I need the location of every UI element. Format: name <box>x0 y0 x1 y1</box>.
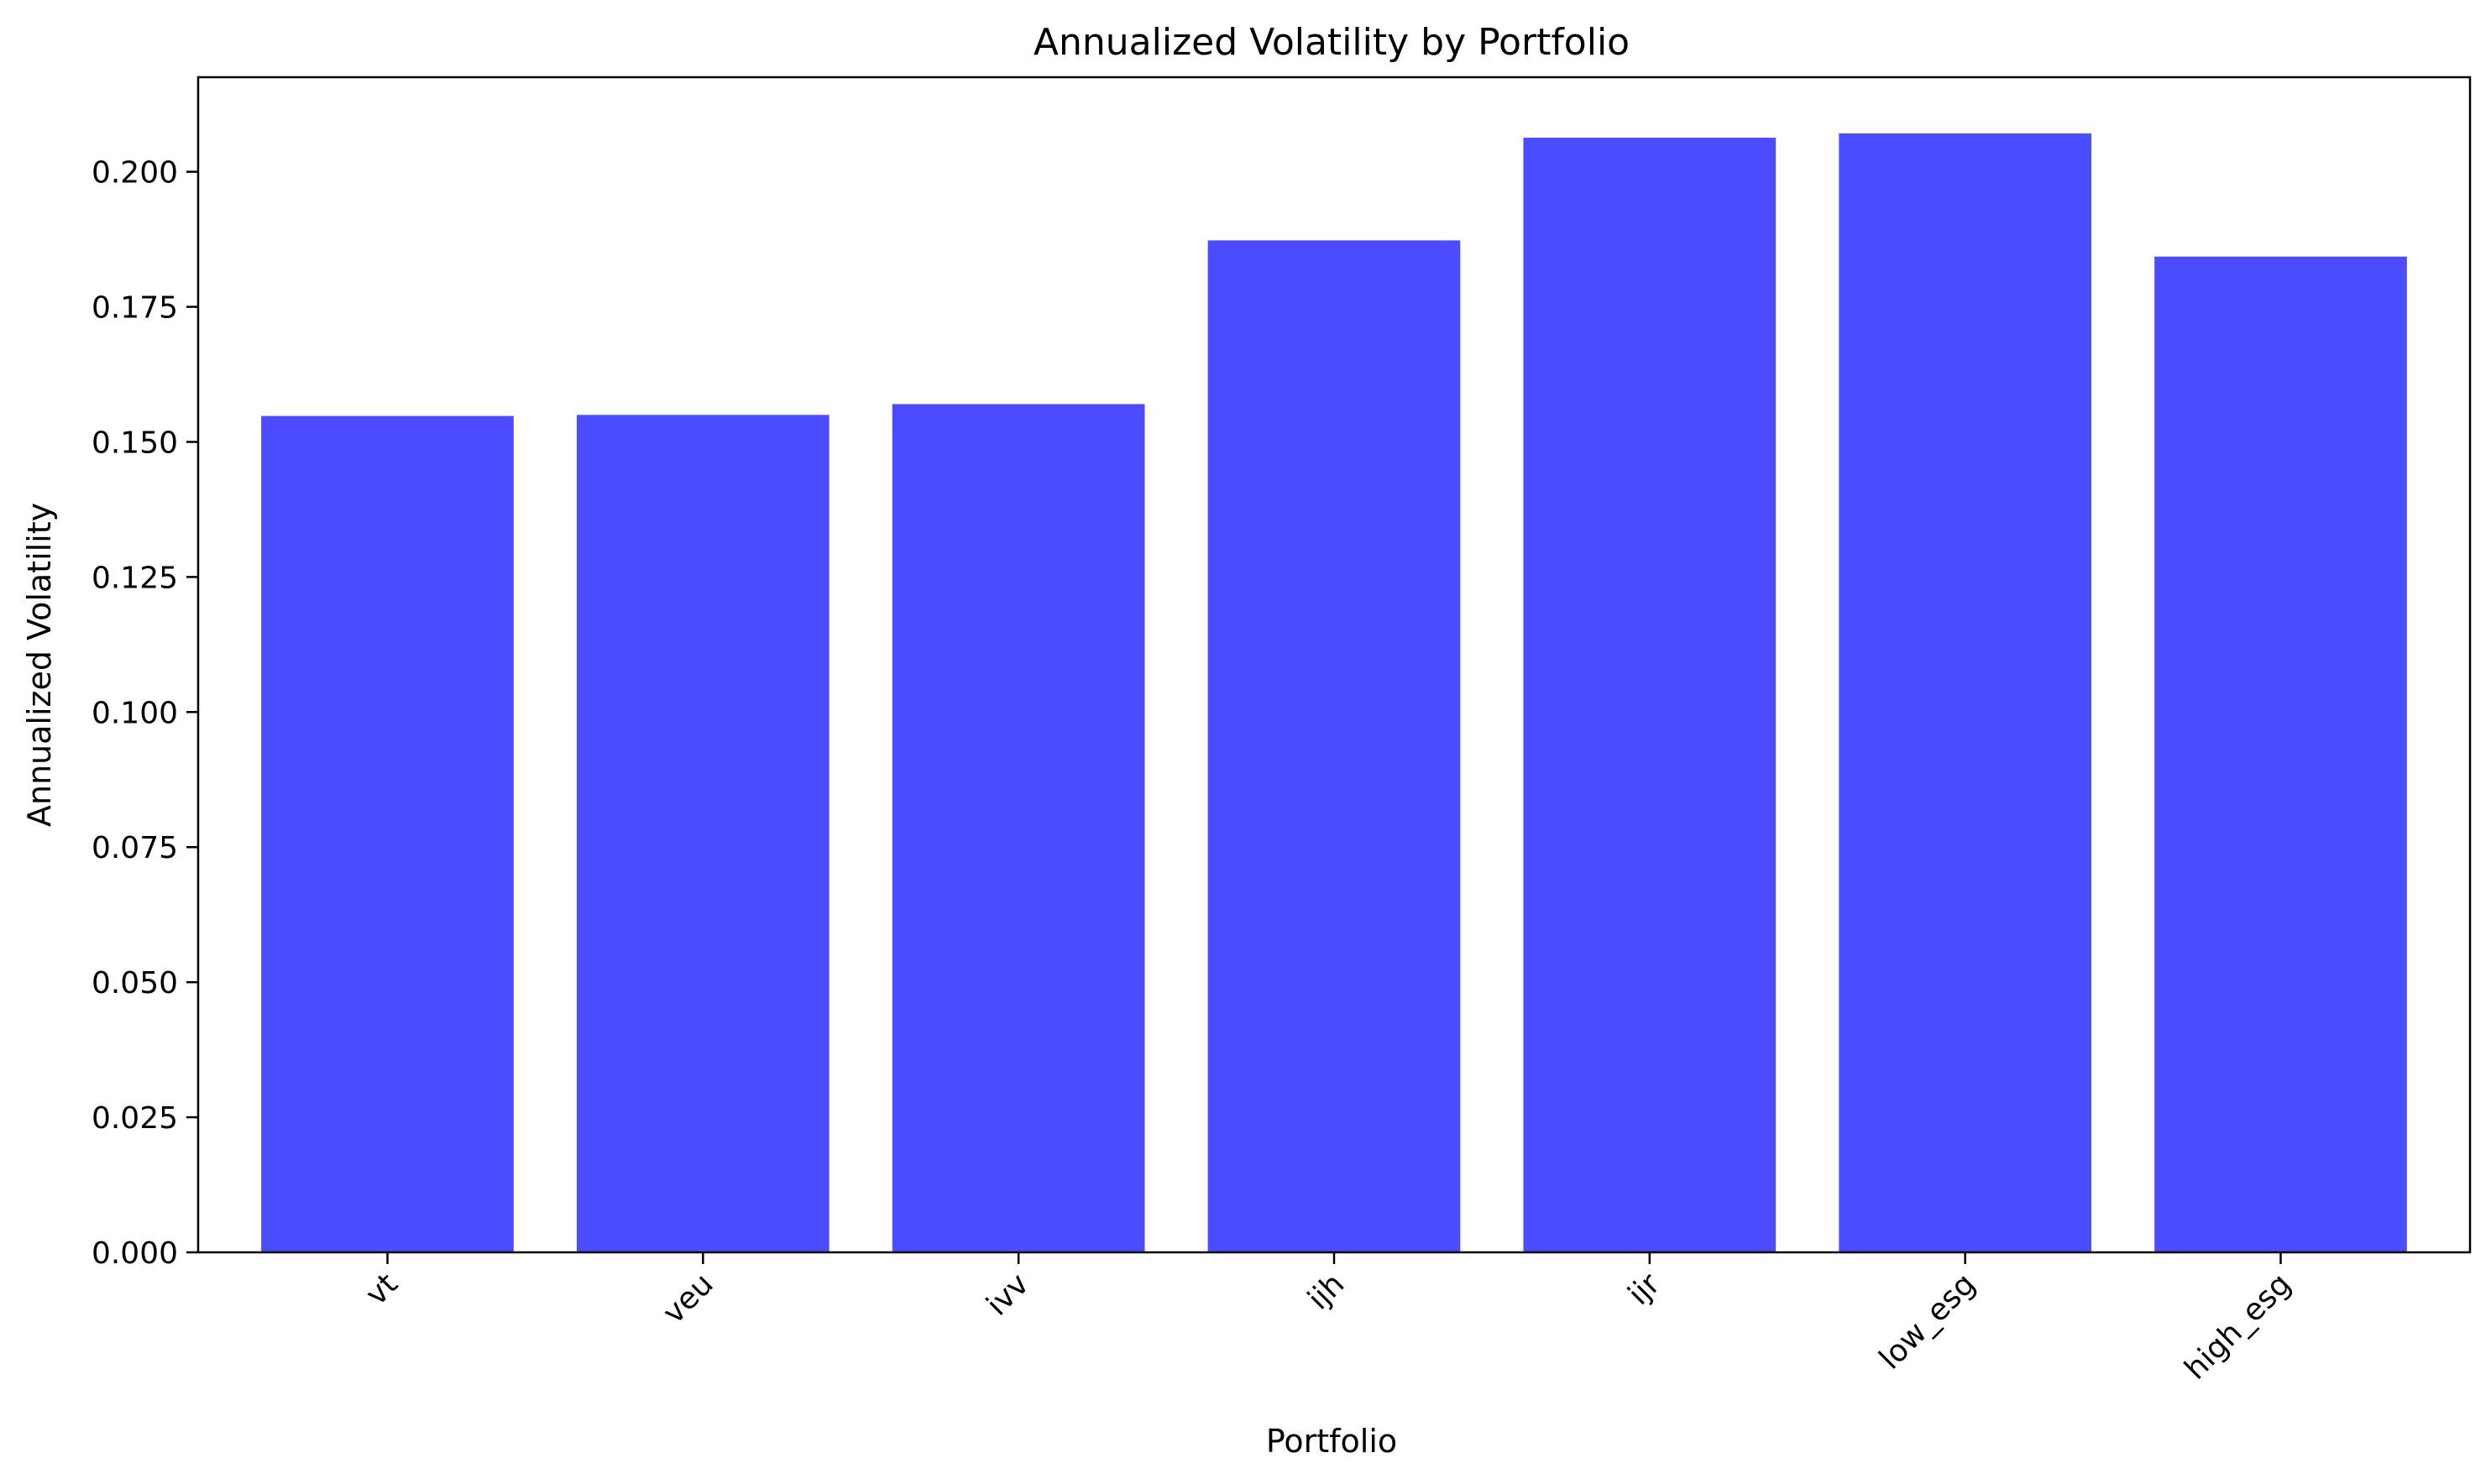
bar-vt <box>261 415 514 1253</box>
bars <box>261 133 2407 1253</box>
bar-ijr <box>1523 138 1777 1253</box>
chart-title: Annualized Volatility by Portfolio <box>1034 21 1630 64</box>
y-tick-label: 0.100 <box>92 696 178 730</box>
y-tick-label: 0.150 <box>92 426 178 460</box>
y-tick-label: 0.050 <box>92 966 178 1001</box>
y-axis-label: Annualized Volatility <box>21 503 58 827</box>
y-tick-label: 0.125 <box>92 561 178 595</box>
y-axis-ticks: 0.000 0.025 0.050 0.075 0.100 0.125 0.150 0.175… <box>92 156 198 1271</box>
bar-ijh <box>1207 240 1461 1252</box>
y-tick-label: 0.000 <box>92 1236 178 1271</box>
bar-low_esg <box>1839 133 2091 1253</box>
y-tick-label: 0.075 <box>92 831 178 865</box>
y-tick-label: 0.200 <box>92 156 178 191</box>
x-axis-label: Portfolio <box>1266 1423 1397 1460</box>
bar-veu <box>577 415 829 1253</box>
bar-ivv <box>892 404 1145 1252</box>
y-tick-label: 0.175 <box>92 291 178 326</box>
bar-high_esg <box>2154 256 2407 1252</box>
y-tick-label: 0.025 <box>92 1101 178 1136</box>
plot-frame <box>196 76 2472 1254</box>
